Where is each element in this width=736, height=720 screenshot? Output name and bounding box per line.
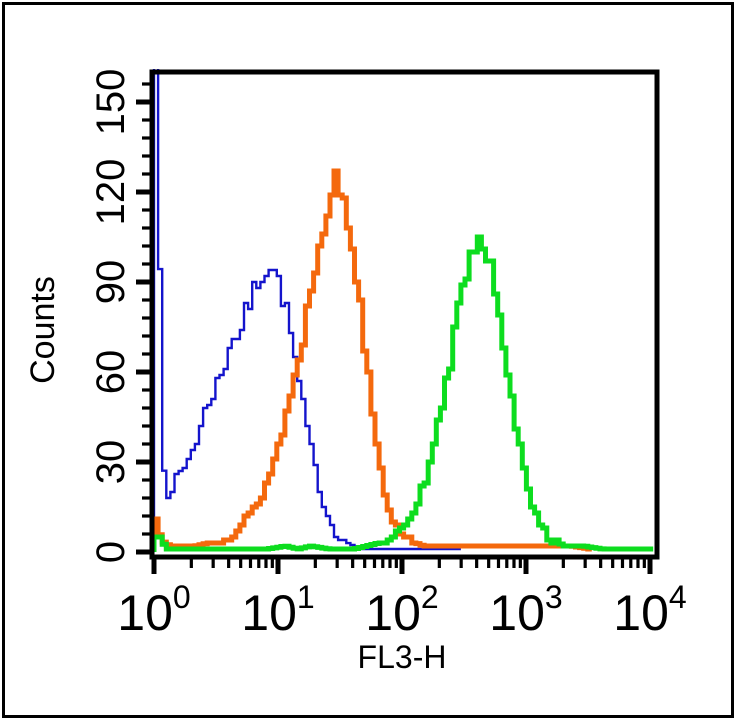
- plot-frame: [149, 69, 660, 560]
- x-axis-tick-labels: 100 101 102 103 104: [117, 579, 686, 641]
- svg-text:90: 90: [89, 260, 133, 305]
- svg-text:104: 104: [613, 579, 686, 641]
- blue-histogram-curve: [152, 69, 461, 552]
- svg-text:120: 120: [89, 159, 133, 226]
- svg-text:103: 103: [489, 579, 562, 641]
- svg-text:30: 30: [89, 440, 133, 485]
- green-histogram-curve: [151, 234, 654, 552]
- y-axis-tick-labels: 0 30 60 90 120 150: [89, 69, 133, 564]
- x-axis-ticks: [151, 559, 653, 574]
- svg-text:60: 60: [89, 350, 133, 395]
- svg-text:101: 101: [241, 579, 314, 641]
- svg-text:150: 150: [89, 69, 133, 136]
- y-axis-ticks: [136, 82, 151, 555]
- orange-histogram-curve: [151, 168, 592, 552]
- svg-text:100: 100: [117, 579, 190, 641]
- x-axis-title: FL3-H: [358, 639, 447, 675]
- y-axis-title: Counts: [24, 276, 62, 384]
- svg-text:102: 102: [365, 579, 438, 641]
- svg-text:0: 0: [89, 541, 133, 563]
- histogram-curves: [151, 69, 654, 552]
